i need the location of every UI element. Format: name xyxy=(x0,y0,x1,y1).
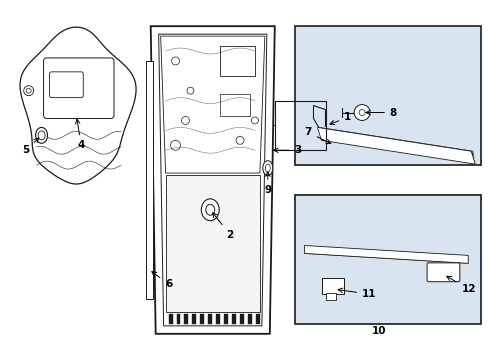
Text: 4: 4 xyxy=(75,119,85,150)
Circle shape xyxy=(26,88,31,93)
Polygon shape xyxy=(161,36,264,173)
Bar xyxy=(200,314,204,324)
Bar xyxy=(247,314,251,324)
Ellipse shape xyxy=(201,199,219,221)
Text: 11: 11 xyxy=(337,288,376,299)
Bar xyxy=(220,94,249,116)
Circle shape xyxy=(251,117,258,124)
Circle shape xyxy=(171,57,179,65)
Bar xyxy=(216,314,220,324)
Bar xyxy=(208,314,212,324)
Ellipse shape xyxy=(38,131,45,140)
Text: 5: 5 xyxy=(22,138,39,155)
Bar xyxy=(322,278,344,294)
Circle shape xyxy=(181,117,189,125)
Bar xyxy=(240,314,244,324)
Bar xyxy=(184,314,188,324)
Text: 6: 6 xyxy=(152,272,172,289)
Bar xyxy=(168,314,172,324)
Circle shape xyxy=(24,86,34,96)
Text: 8: 8 xyxy=(365,108,396,117)
Bar xyxy=(192,314,196,324)
Text: 7: 7 xyxy=(304,127,330,144)
Polygon shape xyxy=(158,34,266,326)
Text: 12: 12 xyxy=(446,276,475,294)
Bar xyxy=(255,314,259,324)
FancyBboxPatch shape xyxy=(426,263,459,282)
Text: 9: 9 xyxy=(264,172,271,195)
Bar xyxy=(294,26,480,165)
Bar xyxy=(274,100,325,150)
Bar xyxy=(294,195,480,324)
Polygon shape xyxy=(20,27,136,184)
FancyBboxPatch shape xyxy=(49,72,83,98)
Circle shape xyxy=(353,105,369,121)
Ellipse shape xyxy=(263,161,272,176)
Circle shape xyxy=(170,140,180,150)
Ellipse shape xyxy=(265,164,270,172)
Polygon shape xyxy=(317,127,474,164)
Bar xyxy=(325,293,336,300)
Polygon shape xyxy=(304,246,468,264)
Polygon shape xyxy=(150,26,274,334)
Bar xyxy=(232,314,236,324)
Text: 2: 2 xyxy=(212,213,233,239)
Text: 1: 1 xyxy=(329,112,351,125)
Circle shape xyxy=(236,136,244,144)
Bar xyxy=(220,46,254,76)
Circle shape xyxy=(186,87,194,94)
Ellipse shape xyxy=(205,204,214,215)
Polygon shape xyxy=(165,175,259,312)
Text: 10: 10 xyxy=(371,326,386,336)
Bar xyxy=(176,314,180,324)
Bar xyxy=(224,314,228,324)
Bar xyxy=(145,61,152,299)
Circle shape xyxy=(358,109,365,116)
FancyBboxPatch shape xyxy=(43,58,114,118)
Text: 3: 3 xyxy=(273,145,301,155)
Ellipse shape xyxy=(36,127,47,143)
